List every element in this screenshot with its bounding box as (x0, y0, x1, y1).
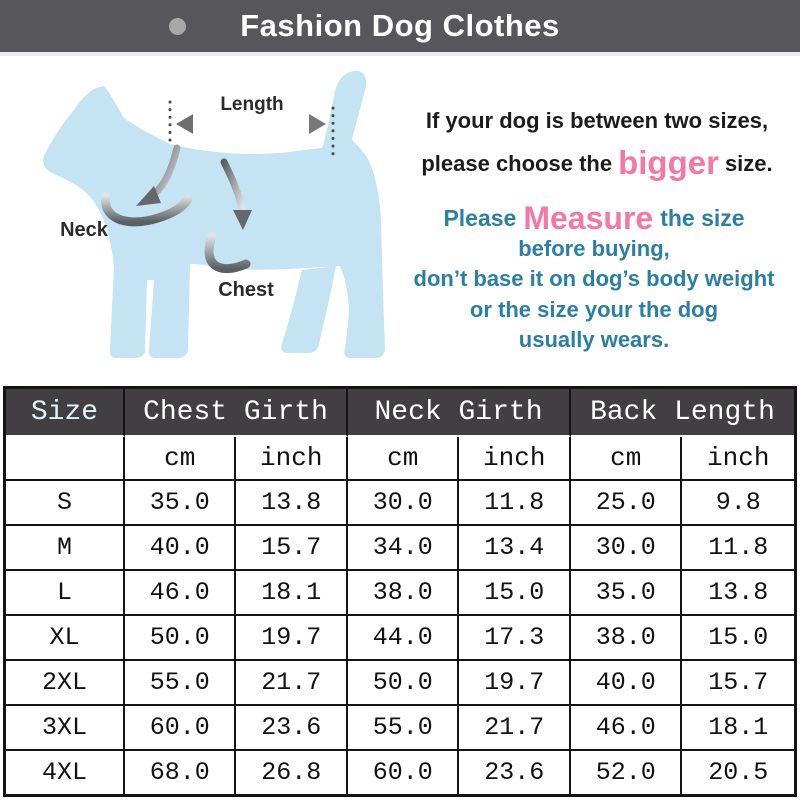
table-cell: 15.7 (236, 526, 348, 571)
table-cell: 15.7 (682, 661, 794, 706)
table-row: M 40.0 15.7 34.0 13.4 30.0 11.8 (6, 526, 794, 571)
page-title: Fashion Dog Clothes (240, 8, 560, 43)
dot-icon (169, 18, 186, 35)
table-cell: 38.0 (570, 616, 683, 661)
table-cell: 55.0 (124, 661, 237, 706)
table-cell: 13.8 (236, 481, 348, 526)
size-cell: M (6, 526, 125, 571)
title-bar-divider (0, 52, 800, 56)
table-cell: 21.7 (459, 706, 571, 751)
unit-header: cm (570, 437, 683, 481)
table-cell: 34.0 (347, 526, 460, 571)
table-cell: 35.0 (570, 571, 683, 616)
table-row: S 35.0 13.8 30.0 11.8 25.0 9.8 (6, 481, 794, 526)
size-cell: 2XL (6, 661, 125, 706)
table-cell: 11.8 (459, 481, 571, 526)
sizing-note-line1: If your dog is between two sizes, (425, 108, 769, 133)
table-cell: 30.0 (570, 526, 683, 571)
table-cell: 55.0 (347, 706, 460, 751)
units-blank-cell (6, 437, 125, 481)
table-row: 2XL 55.0 21.7 50.0 19.7 40.0 15.7 (6, 661, 794, 706)
measure-highlight: Measure (523, 200, 654, 236)
dog-measurement-diagram: Length Neck Chest (0, 52, 400, 386)
neck-label: Neck (60, 219, 109, 241)
size-chart-table: Size Chest Girth Neck Girth Back Length … (3, 386, 797, 797)
measure-note-line1: Please Measure the size (443, 200, 745, 236)
table-cell: 21.7 (236, 661, 348, 706)
table-cell: 18.1 (682, 706, 794, 751)
table-cell: 68.0 (124, 751, 237, 794)
table-cell: 13.8 (682, 571, 794, 616)
table-cell: 38.0 (347, 571, 460, 616)
table-row: 4XL 68.0 26.8 60.0 23.6 52.0 20.5 (6, 751, 794, 794)
table-cell: 13.4 (459, 526, 571, 571)
table-cell: 52.0 (570, 751, 683, 794)
measure-note-line4: or the size your the dog (469, 296, 719, 322)
table-cell: 25.0 (570, 481, 683, 526)
sizing-note: If your dog is between two sizes, please… (396, 100, 798, 185)
unit-header: inch (682, 437, 794, 481)
unit-header: cm (347, 437, 460, 481)
table-cell: 46.0 (570, 706, 683, 751)
table-cell: 23.6 (236, 706, 348, 751)
sizing-note-line2: please choose the bigger size. (421, 144, 773, 181)
table-cell: 40.0 (124, 526, 237, 571)
table-cell: 15.0 (459, 571, 571, 616)
col-header-size: Size (6, 389, 125, 437)
table-cell: 17.3 (459, 616, 571, 661)
measure-note-line3: don’t base it on dog’s body weight (413, 266, 775, 291)
chest-label: Chest (218, 279, 274, 301)
title-bar: Fashion Dog Clothes (0, 0, 800, 52)
size-cell: L (6, 571, 125, 616)
size-cell: XL (6, 616, 125, 661)
measure-note: Please Measure the size before buying, don… (388, 200, 800, 356)
dog-diagram-svg: Length Neck Chest (43, 70, 386, 358)
unit-header: inch (236, 437, 348, 481)
measure-note-line2: before buying, (518, 235, 670, 261)
dog-silhouette (43, 70, 386, 358)
unit-header: cm (124, 437, 237, 481)
measure-note-line5: usually wears. (518, 327, 670, 352)
size-cell: 4XL (6, 751, 125, 794)
table-row: XL 50.0 19.7 44.0 17.3 38.0 15.0 (6, 616, 794, 661)
table-group-header-row: Size Chest Girth Neck Girth Back Length (6, 389, 794, 437)
bigger-highlight: bigger (618, 144, 719, 181)
chest-arrow (204, 158, 252, 274)
table-cell: 50.0 (347, 661, 460, 706)
table-cell: 19.7 (236, 616, 348, 661)
table-cell: 60.0 (124, 706, 237, 751)
table-cell: 15.0 (682, 616, 794, 661)
col-header-neck-girth: Neck Girth (347, 389, 571, 437)
table-cell: 50.0 (124, 616, 237, 661)
table-cell: 23.6 (459, 751, 571, 794)
table-cell: 11.8 (682, 526, 794, 571)
table-cell: 46.0 (124, 571, 237, 616)
table-cell: 44.0 (347, 616, 460, 661)
table-cell: 30.0 (347, 481, 460, 526)
unit-header: inch (459, 437, 571, 481)
table-cell: 18.1 (236, 571, 348, 616)
table-cell: 20.5 (682, 751, 794, 794)
table-cell: 40.0 (570, 661, 683, 706)
table-cell: 60.0 (347, 751, 460, 794)
col-header-back-length: Back Length (570, 389, 794, 437)
table-cell: 9.8 (682, 481, 794, 526)
table-units-row: cm inch cm inch cm inch (6, 437, 794, 481)
table-cell: 35.0 (124, 481, 237, 526)
length-arrow (176, 114, 326, 134)
table-cell: 19.7 (459, 661, 571, 706)
size-cell: S (6, 481, 125, 526)
table-cell: 26.8 (236, 751, 348, 794)
table-row: 3XL 60.0 23.6 55.0 21.7 46.0 18.1 (6, 706, 794, 751)
size-cell: 3XL (6, 706, 125, 751)
col-header-chest-girth: Chest Girth (124, 389, 348, 437)
neck-arrow (101, 144, 193, 227)
length-label: Length (220, 94, 283, 115)
table-row: L 46.0 18.1 38.0 15.0 35.0 13.8 (6, 571, 794, 616)
